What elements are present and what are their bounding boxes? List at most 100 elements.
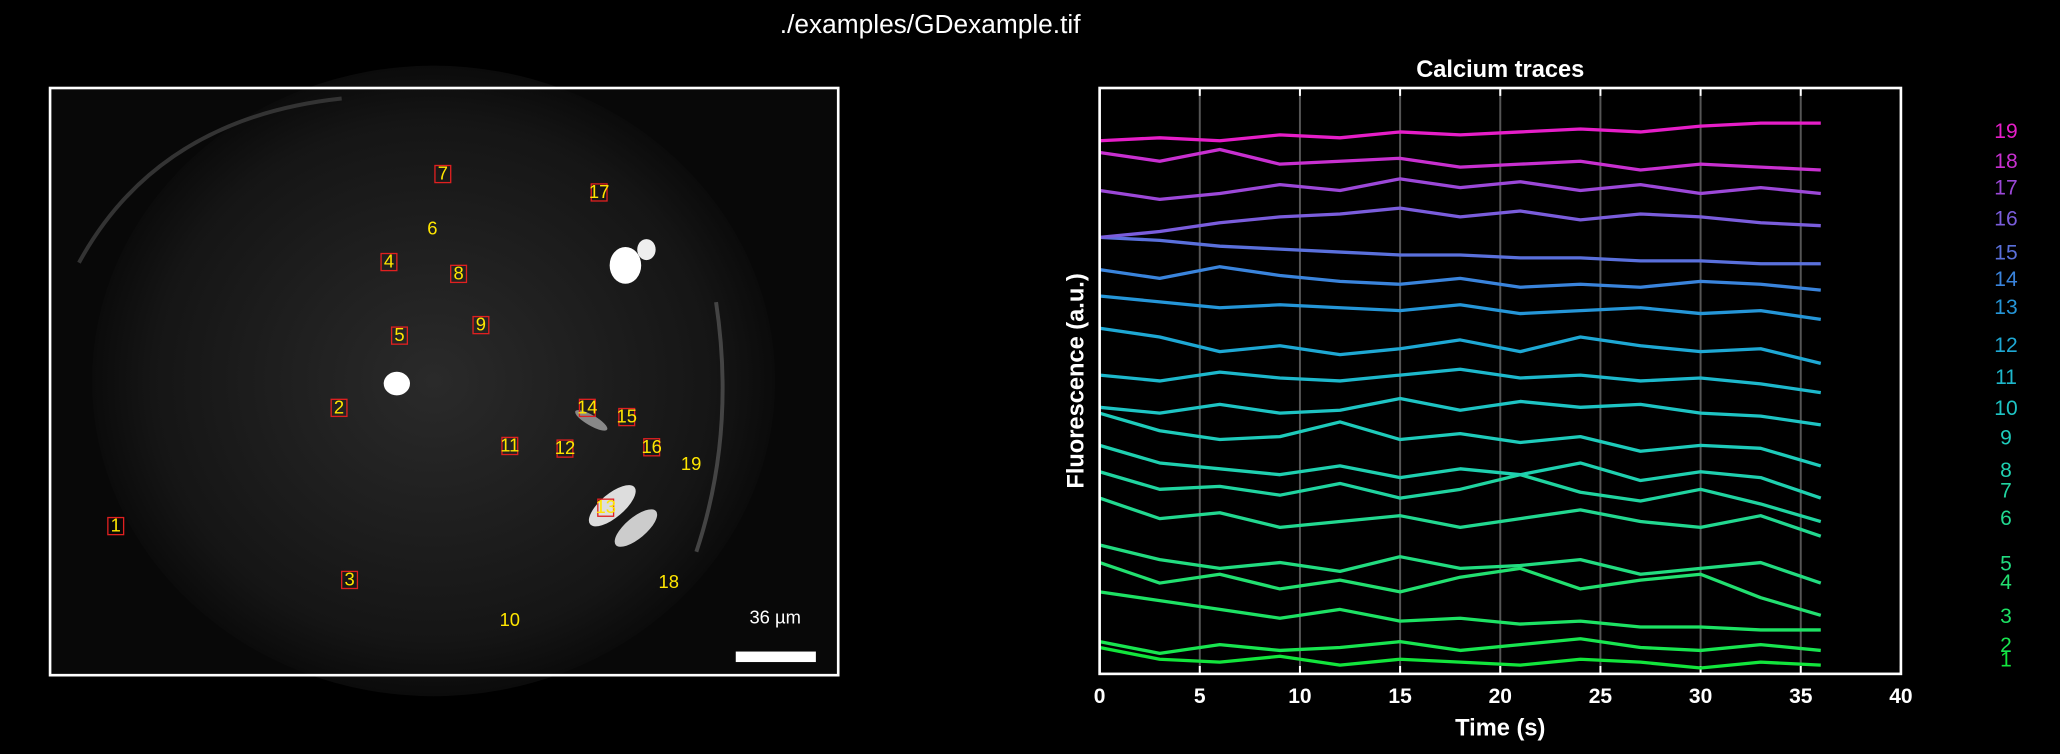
trace: [1099, 637, 1821, 656]
trace: [1099, 543, 1822, 585]
axes-frame: [1098, 86, 1903, 676]
roi-label: 7: [2000, 480, 2012, 503]
roi-id: 19: [681, 453, 701, 474]
roi-id: 10: [500, 609, 520, 630]
roi-label: 4: [2000, 571, 2012, 594]
roi-box: [643, 438, 661, 457]
dish: [92, 65, 776, 697]
roi-id: 7: [438, 163, 448, 184]
roi-box: [434, 164, 452, 184]
roi-id: 4: [384, 251, 394, 272]
x-tick-label: 30: [1689, 685, 1712, 708]
roi-box: [450, 264, 468, 284]
roi-label: 6: [2000, 507, 2012, 530]
trace: [1099, 367, 1822, 395]
roi-box: [590, 183, 608, 202]
roi-label: 2: [2000, 634, 2012, 657]
roi-box: [390, 326, 409, 345]
roi-box: [472, 315, 490, 335]
cell-blob: [637, 239, 656, 261]
roi-box: [597, 498, 615, 517]
trace: [1099, 265, 1821, 292]
x-tick-label: 20: [1489, 685, 1512, 708]
roi-label: 10: [1994, 397, 2017, 420]
image-title: ./examples/GDexample.tif: [780, 9, 1081, 39]
cell-blob: [609, 246, 642, 284]
cell-blob: [614, 509, 658, 547]
roi-id: 3: [344, 568, 354, 589]
roi-label: 1: [2000, 649, 2012, 672]
trace: [1099, 235, 1821, 266]
x-tick-label: 25: [1589, 685, 1613, 708]
roi-box: [578, 398, 596, 418]
chart: Calcium traces Time (s) Fluorescence (a.…: [1064, 57, 2018, 741]
roi-box: [501, 436, 519, 456]
y-axis-label: Fluorescence (a.u.): [1064, 273, 1090, 488]
roi-label: 16: [1994, 207, 2017, 230]
roi-id: 11: [500, 434, 519, 455]
scale-bar-label: 36 µm: [749, 607, 800, 628]
roi-box: [556, 439, 574, 458]
roi-id: 18: [659, 571, 679, 592]
roi-label: 3: [2000, 605, 2012, 628]
roi-box: [618, 407, 636, 427]
trace: [1099, 147, 1821, 172]
roi-id: 16: [641, 436, 661, 457]
trace: [1099, 590, 1821, 632]
roi-label: 17: [1994, 177, 2017, 200]
dish-edge: [77, 96, 342, 264]
roi-label: 15: [1994, 241, 2017, 264]
trace: [1099, 470, 1822, 524]
roi-label: 11: [1995, 366, 2017, 389]
dish-edge: [694, 301, 725, 553]
trace: [1099, 561, 1822, 617]
roi-id: 17: [589, 181, 609, 202]
roi-box: [107, 516, 125, 536]
roi-id: 14: [577, 396, 597, 417]
trace: [1099, 177, 1821, 201]
roi-id: 1: [111, 515, 121, 536]
trace: [1099, 645, 1821, 670]
x-tick-label: 40: [1889, 685, 1912, 708]
roi-id: 9: [476, 314, 486, 335]
roi-id: 15: [617, 406, 637, 427]
trace: [1099, 396, 1822, 427]
roi-label: 9: [2000, 426, 2012, 449]
image-frame: [48, 86, 840, 677]
roi-label: 14: [1994, 268, 2018, 291]
trace: [1099, 206, 1821, 240]
roi-label: 8: [2000, 459, 2012, 482]
roi-label: 19: [1994, 120, 2017, 143]
roi-id: 5: [394, 324, 404, 345]
trace: [1099, 496, 1822, 538]
trace: [1099, 411, 1822, 468]
roi-box: [330, 398, 348, 418]
cell-blob: [383, 371, 410, 396]
trace: [1099, 326, 1822, 365]
roi-label: 18: [1994, 150, 2017, 173]
roi-id: 13: [595, 496, 615, 517]
roi-label: 5: [2000, 553, 2012, 576]
roi-box: [380, 252, 398, 272]
trace: [1099, 443, 1822, 500]
scale-bar: [735, 651, 816, 663]
x-tick-label: 15: [1388, 685, 1412, 708]
roi-id: 8: [453, 262, 463, 283]
cell-blob: [575, 410, 608, 431]
roi-label: 12: [1994, 334, 2017, 357]
x-tick-label: 35: [1789, 685, 1813, 708]
chart-title: Calcium traces: [1416, 57, 1584, 83]
roi-box: [341, 570, 359, 590]
trace: [1099, 294, 1822, 322]
roi-id: 6: [427, 218, 437, 239]
x-tick-label: 5: [1194, 685, 1206, 708]
roi-label: 13: [1994, 296, 2017, 319]
x-axis-label: Time (s): [1455, 715, 1545, 741]
roi-id: 12: [555, 437, 575, 458]
trace: [1099, 121, 1821, 143]
roi-id: 2: [334, 396, 344, 417]
x-tick-label: 10: [1288, 685, 1311, 708]
